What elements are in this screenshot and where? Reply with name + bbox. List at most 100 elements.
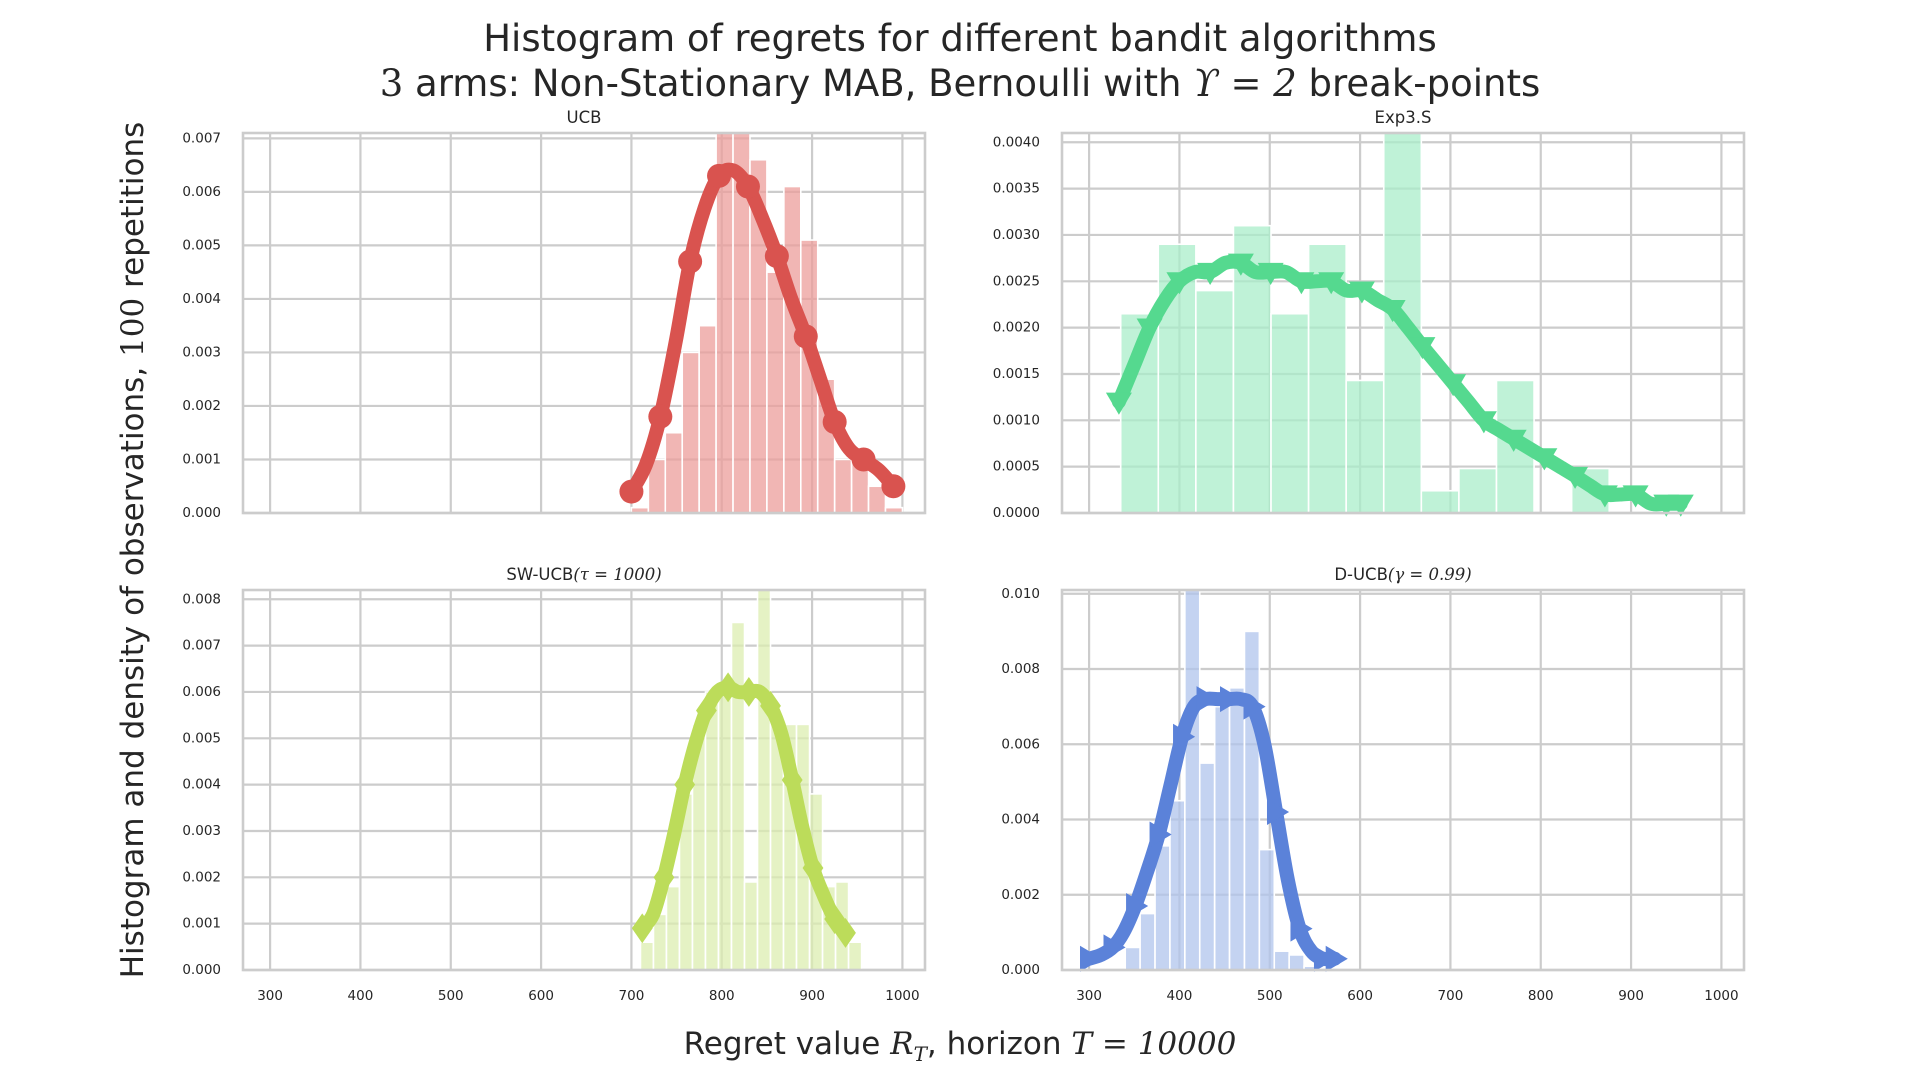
density-marker [781,765,803,795]
density-marker [695,695,717,726]
density-marker [735,174,760,199]
chart-panel-3: 0.000 0.001 0.002 0.003 0.004 0.005 0.006 0.007… [182,565,927,1004]
density-marker [802,853,824,883]
x-axis-label: Regret value RT, horizon T = 10000 [0,1026,1920,1066]
density-marker [1290,915,1313,942]
histogram-bar [1213,705,1231,971]
density-marker [1470,411,1497,434]
density-marker [1079,945,1103,972]
x-tick-label: 400 [348,988,374,1004]
title-breakpoint-count: ϒ = 2 [1193,62,1297,105]
density-marker [619,479,644,504]
x-tick-label: 600 [528,988,554,1004]
panel-title-text: SW-UCB [506,565,573,584]
density-marker [631,913,653,944]
histogram-bar [717,691,733,971]
panel-title-text: UCB [567,108,602,127]
chart-panel-2: 0.0000 0.0005 0.0010 0.0015 0.0020 0.0025 0.00… [993,108,1746,521]
panel-title-text: D-UCB [1334,565,1388,584]
density-marker [1409,337,1436,360]
y-tick-label: 0.006 [182,684,221,700]
density-marker [1166,272,1193,295]
title-arms-count: 3 [379,62,404,105]
histogram-bar [665,885,681,971]
density-marker [1197,262,1224,286]
density-marker [1313,945,1337,972]
histogram-bar [704,691,720,971]
panel-title: Exp3.S [1375,108,1432,127]
panel-title-parameter: (γ = 0.99) [1388,565,1472,584]
x-label-text: Regret value [683,1026,891,1062]
y-tick-label: 0.001 [182,451,221,467]
y-tick-label: 0.003 [182,823,221,839]
histogram-bar [664,431,684,514]
x-label-subscript: T [913,1042,927,1067]
panel-title-text: Exp3.S [1375,108,1432,127]
histogram-bar [730,621,746,971]
histogram-bar [1228,687,1246,971]
density-marker [822,410,847,435]
density-marker [760,690,781,721]
x-tick-label: 500 [438,988,464,1004]
x-tick-label: 900 [799,988,825,1004]
y-tick-label: 0.004 [182,291,221,307]
plot-frame [1060,131,1746,515]
density-marker [1531,448,1558,471]
panel-title-parameter: (τ = 1000) [573,565,661,584]
density-marker [1243,693,1266,720]
y-tick-label: 0.010 [1001,586,1040,602]
title-line-2-suffix: break-points [1296,62,1541,105]
y-tick-label: 0.006 [182,184,221,200]
histogram-bar [681,351,700,514]
histogram-bar [847,941,863,971]
y-tick-label: 0.002 [182,398,221,414]
y-tick-label: 0.000 [182,505,221,521]
density-marker [648,404,673,429]
figure-title-line-1: Histogram of regrets for different bandi… [483,17,1437,60]
histogram-bar [1154,845,1171,971]
panel-title: SW-UCB(τ = 1000) [506,565,661,584]
plot-frame [1060,588,1746,972]
histogram-bar [1345,379,1385,514]
density-line [624,162,901,499]
panel-title: UCB [567,108,602,127]
histogram-bar [1198,762,1216,971]
density-marker [738,677,760,707]
x-label-mid: , horizon [926,1026,1072,1062]
density-marker [674,769,696,800]
histogram-bar [1169,799,1186,971]
x-tick-label: 800 [1528,988,1554,1004]
y-tick-label: 0.0000 [993,505,1040,521]
histogram-bar [1420,489,1460,514]
y-tick-label: 0.0030 [993,227,1040,243]
y-tick-label: 0.0005 [993,459,1040,475]
density-marker [881,474,906,499]
density-marker [1103,934,1126,961]
y-tick-label: 0.0010 [993,412,1040,428]
density-marker [1500,429,1527,452]
x-tick-label: 300 [257,988,283,1004]
plot-frame [241,588,927,972]
density-marker [835,917,856,948]
chart-panel-1: 0.000 0.001 0.002 0.003 0.004 0.005 0.006 0.007… [182,108,927,521]
x-tick-label: 900 [1618,988,1644,1004]
y-tick-label: 0.005 [182,237,221,253]
y-tick-label: 0.007 [182,638,221,654]
y-tick-label: 0.0040 [993,134,1040,150]
histogram-bar [833,458,853,514]
x-tick-label: 300 [1076,988,1102,1004]
histogram-bar [1288,954,1305,971]
density-marker [653,862,675,893]
y-tick-label: 0.002 [182,869,221,885]
density-marker [1105,392,1132,415]
y-tick-label: 0.004 [1001,812,1040,828]
y-tick-label: 0.000 [1001,962,1040,978]
x-tick-label: 700 [619,988,645,1004]
x-label-horizon: T = 10000 [1071,1026,1237,1062]
density-marker [1196,686,1219,713]
x-tick-label: 500 [1257,988,1283,1004]
x-label-symbol: R [890,1026,914,1062]
histogram-bar [756,589,772,971]
